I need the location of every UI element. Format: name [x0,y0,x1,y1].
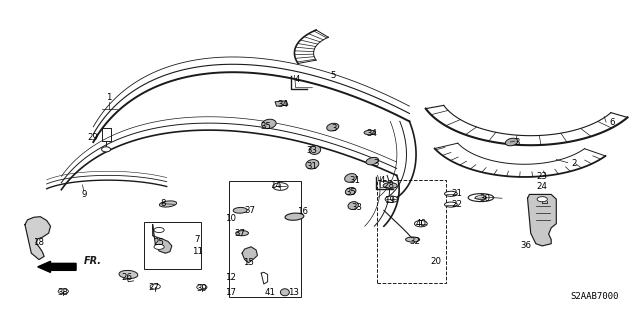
Ellipse shape [468,194,493,202]
Bar [229,181,301,297]
Circle shape [58,289,68,294]
Bar [275,101,288,106]
Ellipse shape [506,138,518,146]
Text: 14: 14 [270,181,281,190]
Ellipse shape [306,160,319,169]
Circle shape [415,220,428,227]
Circle shape [273,183,288,190]
Text: 32: 32 [409,237,420,246]
Text: 4: 4 [295,75,300,84]
Bar [145,222,200,269]
Text: 35: 35 [260,122,271,131]
Ellipse shape [348,202,358,210]
Text: 36: 36 [520,241,531,250]
Text: 40: 40 [415,219,426,228]
Text: 9: 9 [81,190,86,199]
Ellipse shape [309,145,321,154]
Polygon shape [153,225,172,253]
Text: 19: 19 [383,196,394,205]
Text: 33: 33 [351,203,362,212]
Polygon shape [25,217,51,260]
Text: 25: 25 [154,238,164,247]
Text: 29: 29 [88,133,99,142]
Ellipse shape [327,123,339,131]
Text: 31: 31 [349,176,360,185]
Ellipse shape [364,130,376,135]
Text: 3: 3 [514,137,520,146]
Text: 28: 28 [383,181,394,190]
Ellipse shape [445,202,458,207]
Text: 10: 10 [225,214,236,223]
Text: 15: 15 [243,258,254,267]
Circle shape [537,197,547,202]
Ellipse shape [366,157,379,165]
Ellipse shape [346,188,356,195]
Text: 34: 34 [278,100,289,109]
Ellipse shape [102,147,111,152]
Bar [378,180,447,283]
Ellipse shape [280,289,289,296]
Ellipse shape [475,196,486,199]
Text: 5: 5 [330,71,335,80]
Text: 33: 33 [307,146,318,155]
Ellipse shape [406,237,420,242]
Text: 27: 27 [148,283,159,292]
Polygon shape [242,247,257,263]
Circle shape [154,244,164,249]
Circle shape [196,285,207,290]
FancyArrow shape [38,261,76,272]
Ellipse shape [262,119,276,129]
Text: 41: 41 [265,288,276,297]
Ellipse shape [119,271,138,278]
Text: 4: 4 [380,176,385,185]
Text: 17: 17 [225,288,236,297]
Text: 3: 3 [374,159,379,168]
Text: 2: 2 [572,159,577,168]
Text: 22: 22 [452,200,463,209]
Ellipse shape [236,231,248,236]
Circle shape [150,284,161,289]
Text: 26: 26 [122,273,132,282]
Text: 35: 35 [345,188,356,197]
Ellipse shape [159,201,177,207]
Text: 7: 7 [195,235,200,244]
Text: 24: 24 [537,182,548,191]
Ellipse shape [344,174,356,182]
Circle shape [385,196,398,202]
Text: 31: 31 [307,162,318,171]
Text: 11: 11 [192,247,203,256]
Text: 37: 37 [235,229,246,238]
Text: 6: 6 [610,117,615,127]
Text: 1: 1 [106,93,112,102]
Ellipse shape [445,191,458,196]
Text: 30: 30 [479,194,490,203]
Text: 16: 16 [296,207,308,216]
Text: 34: 34 [367,129,378,138]
Text: 37: 37 [244,206,255,215]
Ellipse shape [285,213,304,220]
Text: 39: 39 [196,284,207,293]
Polygon shape [527,195,556,246]
Text: 21: 21 [452,189,463,198]
Text: 38: 38 [58,288,68,297]
Text: 8: 8 [161,199,166,208]
Text: FR.: FR. [84,256,102,266]
Text: 13: 13 [287,288,299,297]
Text: 12: 12 [225,273,236,282]
Circle shape [154,227,164,233]
Text: S2AAB7000: S2AAB7000 [570,292,619,301]
Ellipse shape [383,183,397,189]
Text: 20: 20 [431,257,442,266]
Ellipse shape [233,207,247,213]
Text: 3: 3 [332,124,337,133]
Text: 18: 18 [33,238,45,247]
Text: 23: 23 [537,172,548,181]
